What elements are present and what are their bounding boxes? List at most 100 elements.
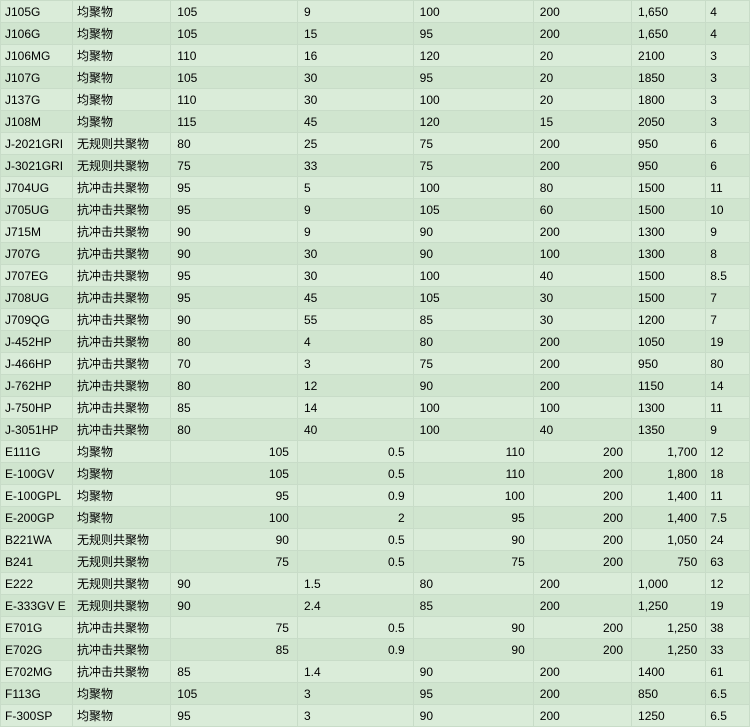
cell-c2: 85 bbox=[171, 639, 298, 661]
cell-c4: 75 bbox=[413, 133, 533, 155]
table-row: J106G均聚物10515952001,6504 bbox=[1, 23, 750, 45]
cell-c1: 均聚物 bbox=[73, 463, 171, 485]
cell-c1: 均聚物 bbox=[73, 89, 171, 111]
cell-c5: 200 bbox=[533, 155, 631, 177]
cell-c4: 90 bbox=[413, 375, 533, 397]
table-row: J707EG抗冲击共聚物95301004015008.5 bbox=[1, 265, 750, 287]
cell-c6: 1400 bbox=[632, 661, 706, 683]
cell-c0: F113G bbox=[1, 683, 73, 705]
cell-c2: 90 bbox=[171, 573, 298, 595]
cell-c5: 200 bbox=[533, 133, 631, 155]
table-row: E702G抗冲击共聚物850.9902001,25033 bbox=[1, 639, 750, 661]
cell-c1: 抗冲击共聚物 bbox=[73, 177, 171, 199]
table-row: E-200GP均聚物1002952001,4007.5 bbox=[1, 507, 750, 529]
cell-c5: 15 bbox=[533, 111, 631, 133]
cell-c7: 11 bbox=[706, 485, 750, 507]
cell-c5: 200 bbox=[533, 595, 631, 617]
cell-c5: 30 bbox=[533, 309, 631, 331]
cell-c0: E702G bbox=[1, 639, 73, 661]
cell-c4: 120 bbox=[413, 45, 533, 67]
cell-c3: 15 bbox=[297, 23, 413, 45]
cell-c5: 200 bbox=[533, 507, 631, 529]
cell-c3: 30 bbox=[297, 243, 413, 265]
cell-c4: 110 bbox=[413, 463, 533, 485]
cell-c1: 均聚物 bbox=[73, 1, 171, 23]
cell-c5: 200 bbox=[533, 375, 631, 397]
cell-c0: B221WA bbox=[1, 529, 73, 551]
cell-c2: 80 bbox=[171, 331, 298, 353]
cell-c3: 9 bbox=[297, 1, 413, 23]
table-row: J106MG均聚物110161202021003 bbox=[1, 45, 750, 67]
table-row: J-3021GRI无规则共聚物7533752009506 bbox=[1, 155, 750, 177]
cell-c6: 1500 bbox=[632, 287, 706, 309]
cell-c1: 均聚物 bbox=[73, 45, 171, 67]
cell-c7: 10 bbox=[706, 199, 750, 221]
cell-c2: 80 bbox=[171, 419, 298, 441]
cell-c4: 85 bbox=[413, 595, 533, 617]
cell-c6: 1150 bbox=[632, 375, 706, 397]
cell-c0: J-466HP bbox=[1, 353, 73, 375]
cell-c3: 25 bbox=[297, 133, 413, 155]
cell-c5: 200 bbox=[533, 639, 631, 661]
cell-c1: 均聚物 bbox=[73, 705, 171, 727]
cell-c1: 抗冲击共聚物 bbox=[73, 353, 171, 375]
cell-c1: 无规则共聚物 bbox=[73, 133, 171, 155]
cell-c1: 无规则共聚物 bbox=[73, 529, 171, 551]
cell-c6: 1,250 bbox=[632, 595, 706, 617]
cell-c3: 9 bbox=[297, 221, 413, 243]
cell-c7: 18 bbox=[706, 463, 750, 485]
cell-c2: 105 bbox=[171, 23, 298, 45]
table-row: J704UG抗冲击共聚物95510080150011 bbox=[1, 177, 750, 199]
cell-c4: 75 bbox=[413, 551, 533, 573]
table-row: J-762HP抗冲击共聚物801290200115014 bbox=[1, 375, 750, 397]
cell-c4: 80 bbox=[413, 331, 533, 353]
cell-c3: 33 bbox=[297, 155, 413, 177]
cell-c5: 20 bbox=[533, 89, 631, 111]
cell-c2: 75 bbox=[171, 617, 298, 639]
cell-c0: E701G bbox=[1, 617, 73, 639]
cell-c2: 105 bbox=[171, 67, 298, 89]
cell-c7: 3 bbox=[706, 89, 750, 111]
cell-c0: E702MG bbox=[1, 661, 73, 683]
cell-c7: 11 bbox=[706, 177, 750, 199]
cell-c3: 0.9 bbox=[297, 485, 413, 507]
cell-c0: J704UG bbox=[1, 177, 73, 199]
cell-c7: 11 bbox=[706, 397, 750, 419]
table-row: J708UG抗冲击共聚物95451053015007 bbox=[1, 287, 750, 309]
cell-c3: 2 bbox=[297, 507, 413, 529]
cell-c7: 6 bbox=[706, 133, 750, 155]
cell-c4: 100 bbox=[413, 1, 533, 23]
cell-c5: 100 bbox=[533, 243, 631, 265]
cell-c3: 0.5 bbox=[297, 463, 413, 485]
cell-c6: 1050 bbox=[632, 331, 706, 353]
cell-c3: 1.5 bbox=[297, 573, 413, 595]
cell-c7: 8.5 bbox=[706, 265, 750, 287]
table-row: E-100GPL均聚物950.91002001,40011 bbox=[1, 485, 750, 507]
cell-c0: E-100GPL bbox=[1, 485, 73, 507]
table-row: B241无规则共聚物750.57520075063 bbox=[1, 551, 750, 573]
cell-c7: 7 bbox=[706, 309, 750, 331]
cell-c6: 1500 bbox=[632, 265, 706, 287]
cell-c5: 100 bbox=[533, 397, 631, 419]
cell-c3: 3 bbox=[297, 683, 413, 705]
cell-c3: 3 bbox=[297, 705, 413, 727]
cell-c0: J106MG bbox=[1, 45, 73, 67]
cell-c4: 75 bbox=[413, 155, 533, 177]
cell-c4: 90 bbox=[413, 529, 533, 551]
cell-c1: 抗冲击共聚物 bbox=[73, 661, 171, 683]
cell-c2: 80 bbox=[171, 133, 298, 155]
cell-c0: J709QG bbox=[1, 309, 73, 331]
cell-c2: 90 bbox=[171, 595, 298, 617]
cell-c5: 20 bbox=[533, 67, 631, 89]
cell-c6: 1800 bbox=[632, 89, 706, 111]
cell-c6: 950 bbox=[632, 133, 706, 155]
cell-c3: 0.5 bbox=[297, 617, 413, 639]
cell-c1: 均聚物 bbox=[73, 485, 171, 507]
cell-c7: 12 bbox=[706, 573, 750, 595]
cell-c7: 3 bbox=[706, 67, 750, 89]
table-row: J705UG抗冲击共聚物95910560150010 bbox=[1, 199, 750, 221]
cell-c2: 115 bbox=[171, 111, 298, 133]
table-row: J-452HP抗冲击共聚物80480200105019 bbox=[1, 331, 750, 353]
cell-c0: J137G bbox=[1, 89, 73, 111]
cell-c7: 6.5 bbox=[706, 683, 750, 705]
